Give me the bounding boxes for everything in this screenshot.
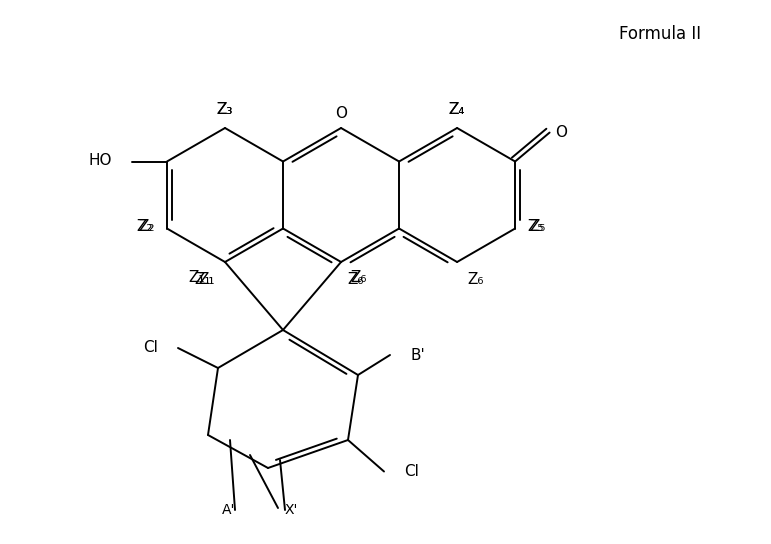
- Text: HO: HO: [89, 153, 112, 168]
- Text: Z₆: Z₆: [348, 273, 364, 287]
- Text: Z₂: Z₂: [139, 219, 155, 234]
- Text: Z₃: Z₃: [217, 102, 233, 118]
- Text: Z₃: Z₃: [217, 102, 233, 118]
- Text: Z₁: Z₁: [189, 269, 205, 285]
- Text: Cl: Cl: [143, 341, 158, 355]
- Text: X': X': [285, 503, 298, 517]
- Text: Z₁: Z₁: [195, 273, 211, 287]
- Text: Z₁: Z₁: [199, 273, 215, 287]
- Text: Z₆: Z₆: [467, 273, 483, 287]
- Text: A': A': [221, 503, 235, 517]
- Text: Z₄: Z₄: [449, 102, 466, 118]
- Text: Z₆: Z₆: [351, 269, 367, 285]
- Text: Cl: Cl: [404, 464, 419, 479]
- Text: O: O: [556, 125, 567, 140]
- Text: Z₅: Z₅: [529, 219, 545, 234]
- Text: B': B': [410, 348, 425, 362]
- Text: Formula II: Formula II: [619, 25, 701, 43]
- Text: Z₂: Z₂: [136, 219, 153, 234]
- Text: Z₅: Z₅: [527, 219, 544, 234]
- Text: Z₄: Z₄: [449, 102, 466, 118]
- Text: O: O: [335, 107, 347, 121]
